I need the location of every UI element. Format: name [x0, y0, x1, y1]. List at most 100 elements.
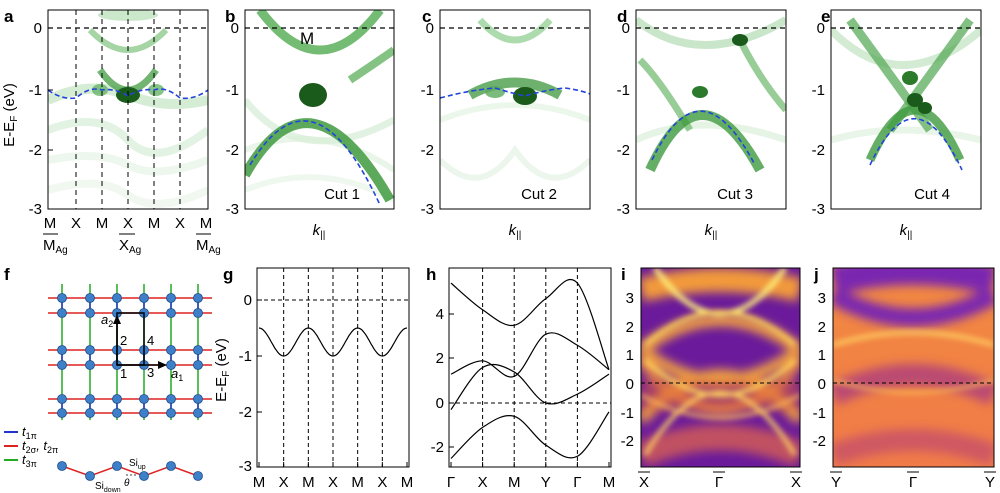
ytick-b-2: -2 — [226, 142, 239, 159]
xtick-j-0: Y — [831, 474, 841, 491]
legend-t2: t2σ, t2π — [22, 438, 58, 455]
xtick-j-2: Y — [985, 474, 995, 491]
xtick-h-5: M — [603, 474, 616, 491]
ytick-j-4: -1 — [813, 405, 826, 422]
spectral-map-j — [833, 268, 994, 467]
ytick-g-2: -2 — [239, 404, 252, 421]
xtick-a-5: X — [175, 215, 185, 232]
si-down-label: Sidown — [95, 481, 121, 493]
xtick-a-3: X — [123, 215, 133, 232]
xtick-a-4: M — [148, 215, 161, 232]
xticks-i: X Γ X — [638, 471, 802, 491]
a1-label: a1 — [171, 366, 183, 383]
ytick-d-1: -1 — [617, 82, 630, 99]
panel-letter-i: i — [621, 265, 626, 284]
ytick-e-1: -1 — [812, 82, 825, 99]
xtick-g-6: M — [401, 474, 414, 491]
panel-letter-g: g — [223, 265, 233, 284]
panel-h: h 4 2 0 -2 Γ X M Y Γ M — [426, 265, 615, 491]
yticks-h: 4 2 0 -2 — [431, 306, 454, 456]
ytick-a-0: 0 — [34, 20, 42, 37]
ytick-c-1: -1 — [421, 82, 434, 99]
ytick-h-3: -2 — [431, 439, 444, 456]
panel-a: a 0 -1 - — [1, 7, 221, 256]
ytick-j-0: 3 — [818, 290, 826, 307]
band-h-3 — [450, 411, 610, 459]
xlabel-c: k|| — [509, 222, 522, 241]
ytick-h-2: 0 — [436, 395, 444, 412]
panel-letter-b: b — [225, 7, 235, 26]
xtick-j-1: Γ — [909, 474, 917, 491]
panel-e: e Cut 4 0 -1 -2 -3 k|| — [812, 7, 982, 241]
arpes-intensity-d — [636, 16, 786, 173]
arpes-intensity-b — [245, 10, 394, 206]
ytick-b-0: 0 — [231, 20, 239, 37]
vlines-g — [283, 268, 383, 467]
ytick-e-0: 0 — [817, 20, 825, 37]
xtick-a-bottom-2: MAg — [196, 237, 221, 256]
axes-j — [832, 267, 995, 468]
a2-label: a2 — [101, 312, 113, 329]
ytick-i-1: 2 — [626, 319, 634, 336]
arpes-intensity-a — [48, 10, 208, 209]
panel-i: i 3 2 — [621, 265, 802, 491]
axes-h — [448, 267, 612, 468]
xticks-j: Y Γ Y — [830, 471, 996, 491]
yticks-i: 3 — [626, 290, 634, 307]
cut-label-b: Cut 1 — [324, 186, 360, 203]
band-h-0 — [450, 278, 610, 370]
ytick-j-5: -2 — [813, 433, 826, 450]
ytick-b-3: -3 — [226, 201, 239, 218]
ytick-g-0: 0 — [244, 292, 252, 309]
ytick-c-2: -2 — [421, 142, 434, 159]
ylabel-a: E-EF (eV) — [1, 83, 20, 147]
xtick-h-1: X — [478, 474, 488, 491]
site-4: 4 — [147, 333, 154, 348]
yticks-i-rest: 2 1 0 -1 -2 — [621, 319, 634, 450]
xlabel-e: k|| — [900, 222, 913, 241]
yticks-a: 0 -1 -2 -3 — [29, 20, 53, 218]
ytick-j-3: 0 — [818, 376, 826, 393]
ylabel-g: E-EF (eV) — [213, 338, 232, 402]
legend-t1pi: t1π — [22, 424, 37, 441]
xtick-i-0: X — [639, 474, 649, 491]
ytick-j-2: 1 — [818, 347, 826, 364]
arpes-intensity-e — [831, 17, 981, 171]
label-m-b: M — [300, 29, 314, 48]
side-view: Siup Sidown θ — [57, 458, 203, 493]
ytick-h-0: 4 — [436, 306, 444, 323]
xtick-a-bottom-1: XAg — [119, 237, 141, 256]
ytick-b-1: -1 — [226, 82, 239, 99]
xtick-a-2: M — [96, 215, 109, 232]
lattice-diagram: a2 a1 1 2 3 4 — [48, 284, 212, 420]
panel-d: d Cut 3 0 -1 -2 -3 k|| — [617, 7, 787, 241]
xtick-g-1: X — [279, 474, 289, 491]
ytick-e-2: -2 — [812, 142, 825, 159]
xtick-a-bottom-0: MAg — [43, 237, 68, 256]
band-line-g — [258, 327, 408, 357]
ytick-c-0: 0 — [426, 20, 434, 37]
ytick-g-3: -3 — [239, 458, 252, 475]
ytick-a-2: -2 — [29, 142, 42, 159]
xtick-i-2: X — [791, 474, 801, 491]
site-3: 3 — [147, 365, 154, 380]
xtick-g-5: X — [377, 474, 387, 491]
panel-letter-d: d — [617, 7, 627, 26]
ytick-a-3: -3 — [29, 201, 42, 218]
xlabel-d: k|| — [705, 222, 718, 241]
ytick-g-1: -1 — [239, 348, 252, 365]
xtick-h-3: Y — [541, 474, 551, 491]
ytick-h-1: 2 — [436, 350, 444, 367]
panel-c: c Cut 2 0 -1 -2 -3 k|| — [421, 7, 591, 241]
legend-t3pi: t3π — [22, 452, 37, 469]
ytick-d-2: -2 — [617, 142, 630, 159]
panel-letter-e: e — [821, 7, 830, 26]
spectral-map-i — [641, 268, 800, 467]
xtick-a-1: X — [71, 215, 81, 232]
si-up-label: Siup — [129, 458, 146, 471]
xticks-a: M X M X M X M MAg XAg MAg — [43, 215, 221, 256]
xtick-g-0: M — [253, 474, 266, 491]
band-h-2 — [450, 363, 610, 411]
